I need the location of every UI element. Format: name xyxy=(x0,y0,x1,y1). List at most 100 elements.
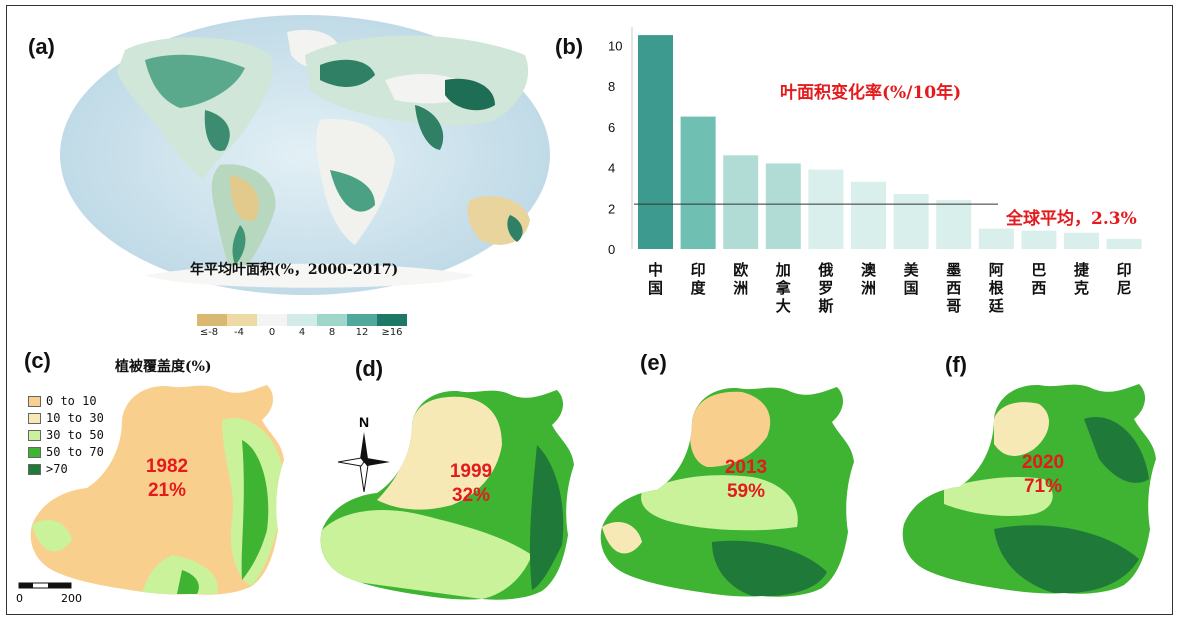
colorbar-tick: -4 xyxy=(234,327,244,338)
map-colorbar-ticks: ≤-8 -4 0 4 8 12 ≥16 xyxy=(197,327,407,341)
colorbar-swatch xyxy=(377,314,407,326)
category-label: 墨 xyxy=(946,261,961,279)
category-label: 廷 xyxy=(988,297,1005,314)
map-pct: 21% xyxy=(147,480,187,501)
bar xyxy=(893,194,929,249)
y-tick-label: 0 xyxy=(608,242,615,257)
scale-end: 200 xyxy=(61,592,82,605)
category-label: 罗 xyxy=(818,279,833,297)
map-year: 1999 xyxy=(449,461,493,482)
colorbar-swatch xyxy=(227,314,257,326)
category-label: 印 xyxy=(691,261,706,279)
legend-label: 50 to 70 xyxy=(46,445,104,459)
global-average-label: 全球平均，2.3% xyxy=(1006,209,1137,229)
category-label: 国 xyxy=(904,279,919,297)
north-arrow-icon xyxy=(338,432,390,492)
bar xyxy=(723,155,759,249)
map-label-2020: 2020 71% xyxy=(1003,451,1083,499)
category-label: 中 xyxy=(648,261,663,279)
category-label: 拿 xyxy=(775,279,792,297)
category-label: 根 xyxy=(989,279,1004,297)
colorbar-tick: 12 xyxy=(355,327,369,338)
bar xyxy=(680,116,716,249)
category-label: 巴 xyxy=(1031,261,1046,279)
colorbar-swatch xyxy=(197,314,227,326)
map-caption: 年平均叶面积(%，2000-2017) xyxy=(190,262,399,278)
coverage-legend-title: 植被覆盖度(%) xyxy=(115,359,212,375)
bar xyxy=(978,228,1014,249)
colorbar-tick: ≥16 xyxy=(381,327,403,338)
map-year: 2020 xyxy=(1021,452,1065,473)
category-label: 西 xyxy=(946,279,961,297)
colorbar-swatch xyxy=(257,314,287,326)
bar xyxy=(936,200,972,249)
figure-frame xyxy=(6,5,1173,615)
category-label: 俄 xyxy=(817,261,833,279)
legend-swatch xyxy=(28,464,41,475)
colorbar-tick: 4 xyxy=(298,327,306,338)
category-label: 加 xyxy=(775,261,791,279)
legend-label: 30 to 50 xyxy=(46,428,104,442)
colorbar-swatch xyxy=(347,314,377,326)
category-label: 洲 xyxy=(733,279,748,297)
category-label: 洲 xyxy=(861,279,876,297)
scale-bar xyxy=(18,582,72,589)
category-label: 美 xyxy=(904,261,920,279)
map-pct: 59% xyxy=(726,481,766,502)
colorbar-tick: ≤-8 xyxy=(199,327,219,338)
map-year: 1982 xyxy=(145,456,189,477)
y-tick-label: 4 xyxy=(608,161,615,176)
map-year: 2013 xyxy=(724,457,768,478)
legend-swatch xyxy=(28,413,41,424)
category-label: 澳 xyxy=(861,261,877,279)
bar xyxy=(808,169,844,249)
vegetation-map-1999 xyxy=(320,390,574,600)
colorbar-tick: 8 xyxy=(328,327,336,338)
bar xyxy=(851,181,886,249)
panel-label-a: (a) xyxy=(28,34,55,59)
colorbar-tick: 0 xyxy=(268,327,276,338)
y-tick-label: 10 xyxy=(608,38,622,53)
bar xyxy=(765,163,801,249)
panel-label-e: (e) xyxy=(640,350,667,375)
legend-label: >70 xyxy=(46,462,68,476)
bar xyxy=(1021,230,1057,249)
panel-label-f: (f) xyxy=(945,352,967,377)
category-label: 印 xyxy=(1117,261,1132,279)
map-pct: 32% xyxy=(451,485,491,506)
category-label: 斯 xyxy=(818,297,833,314)
bar xyxy=(1064,232,1099,249)
world-lai-map xyxy=(60,15,550,295)
category-label: 度 xyxy=(691,279,707,297)
legend-label: 10 to 30 xyxy=(46,411,104,425)
coverage-legend: 0 to 10 10 to 30 30 to 50 50 to 70 >70 xyxy=(28,394,148,486)
category-label: 西 xyxy=(1031,279,1046,297)
category-label: 国 xyxy=(648,279,663,297)
legend-swatch xyxy=(28,430,41,441)
panel-label-d: (d) xyxy=(355,356,384,381)
vegetation-map-1982 xyxy=(30,385,284,595)
vegetation-map-2013 xyxy=(600,387,854,597)
scale-start: 0 xyxy=(16,592,23,605)
category-label: 欧 xyxy=(733,261,748,279)
legend-swatch xyxy=(28,396,41,407)
bar xyxy=(1106,238,1142,249)
legend-swatch xyxy=(28,447,41,458)
category-label: 克 xyxy=(1074,279,1089,297)
category-label: 大 xyxy=(776,297,791,314)
bar-chart-title: 叶面积变化率(%/10年) xyxy=(780,83,962,103)
category-label: 哥 xyxy=(946,297,961,314)
colorbar-swatch xyxy=(287,314,317,326)
y-tick-label: 6 xyxy=(608,120,615,135)
map-label-1999: 1999 32% xyxy=(431,460,511,508)
category-label: 捷 xyxy=(1074,261,1090,279)
panel-label-c: (c) xyxy=(24,348,51,373)
north-label: N xyxy=(359,414,370,430)
panel-label-b: (b) xyxy=(555,34,584,59)
colorbar-swatch xyxy=(317,314,347,326)
y-tick-label: 8 xyxy=(608,79,615,94)
category-label: 阿 xyxy=(989,261,1004,279)
y-tick-label: 2 xyxy=(608,201,615,216)
map-label-1982: 1982 21% xyxy=(127,455,207,503)
vegetation-map-2020 xyxy=(902,384,1156,594)
